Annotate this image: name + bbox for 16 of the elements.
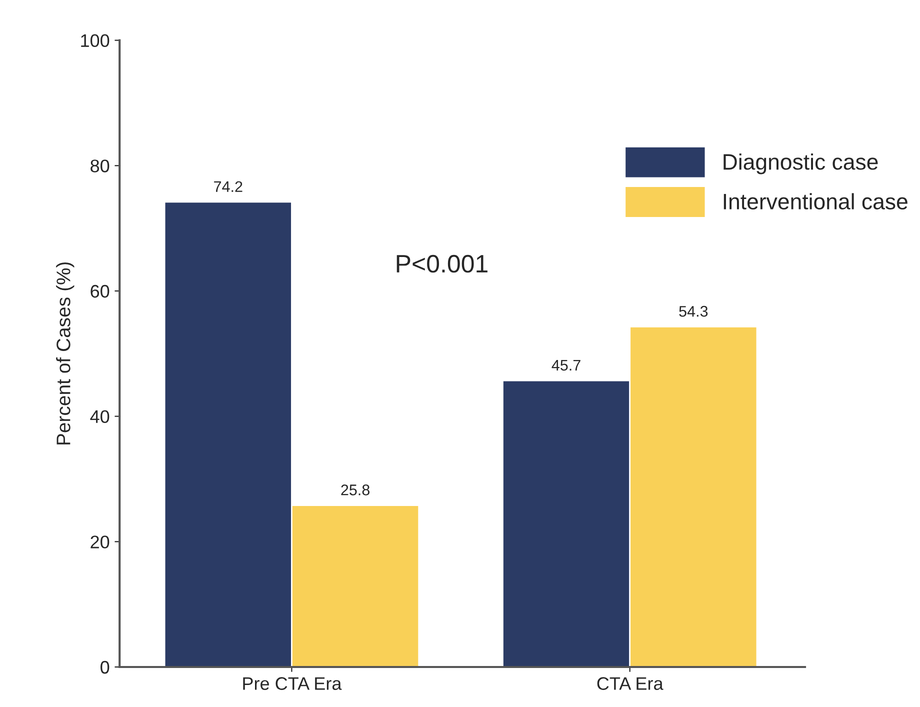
y-tick-label: 0 bbox=[100, 660, 110, 674]
y-axis-title: Percent of Cases (%) bbox=[56, 262, 74, 444]
annotation: P<0.001 bbox=[396, 254, 488, 273]
x-tick-label: CTA Era bbox=[597, 677, 664, 690]
y-tick-label: 80 bbox=[90, 160, 110, 172]
legend-label: Diagnostic case bbox=[724, 153, 878, 174]
y-tick-label: 40 bbox=[90, 410, 110, 424]
y-tick-label: 60 bbox=[90, 284, 110, 298]
legend-label: Interventional case bbox=[724, 193, 908, 210]
data-label: 54.3 bbox=[679, 306, 708, 317]
y-tick-label: 100 bbox=[81, 34, 110, 48]
data-label: 25.8 bbox=[341, 484, 370, 496]
data-label: 74.2 bbox=[214, 181, 242, 192]
x-tick-label: Pre CTA Era bbox=[243, 677, 342, 690]
data-label: 45.7 bbox=[552, 360, 580, 371]
y-tick-label: 20 bbox=[90, 536, 110, 548]
